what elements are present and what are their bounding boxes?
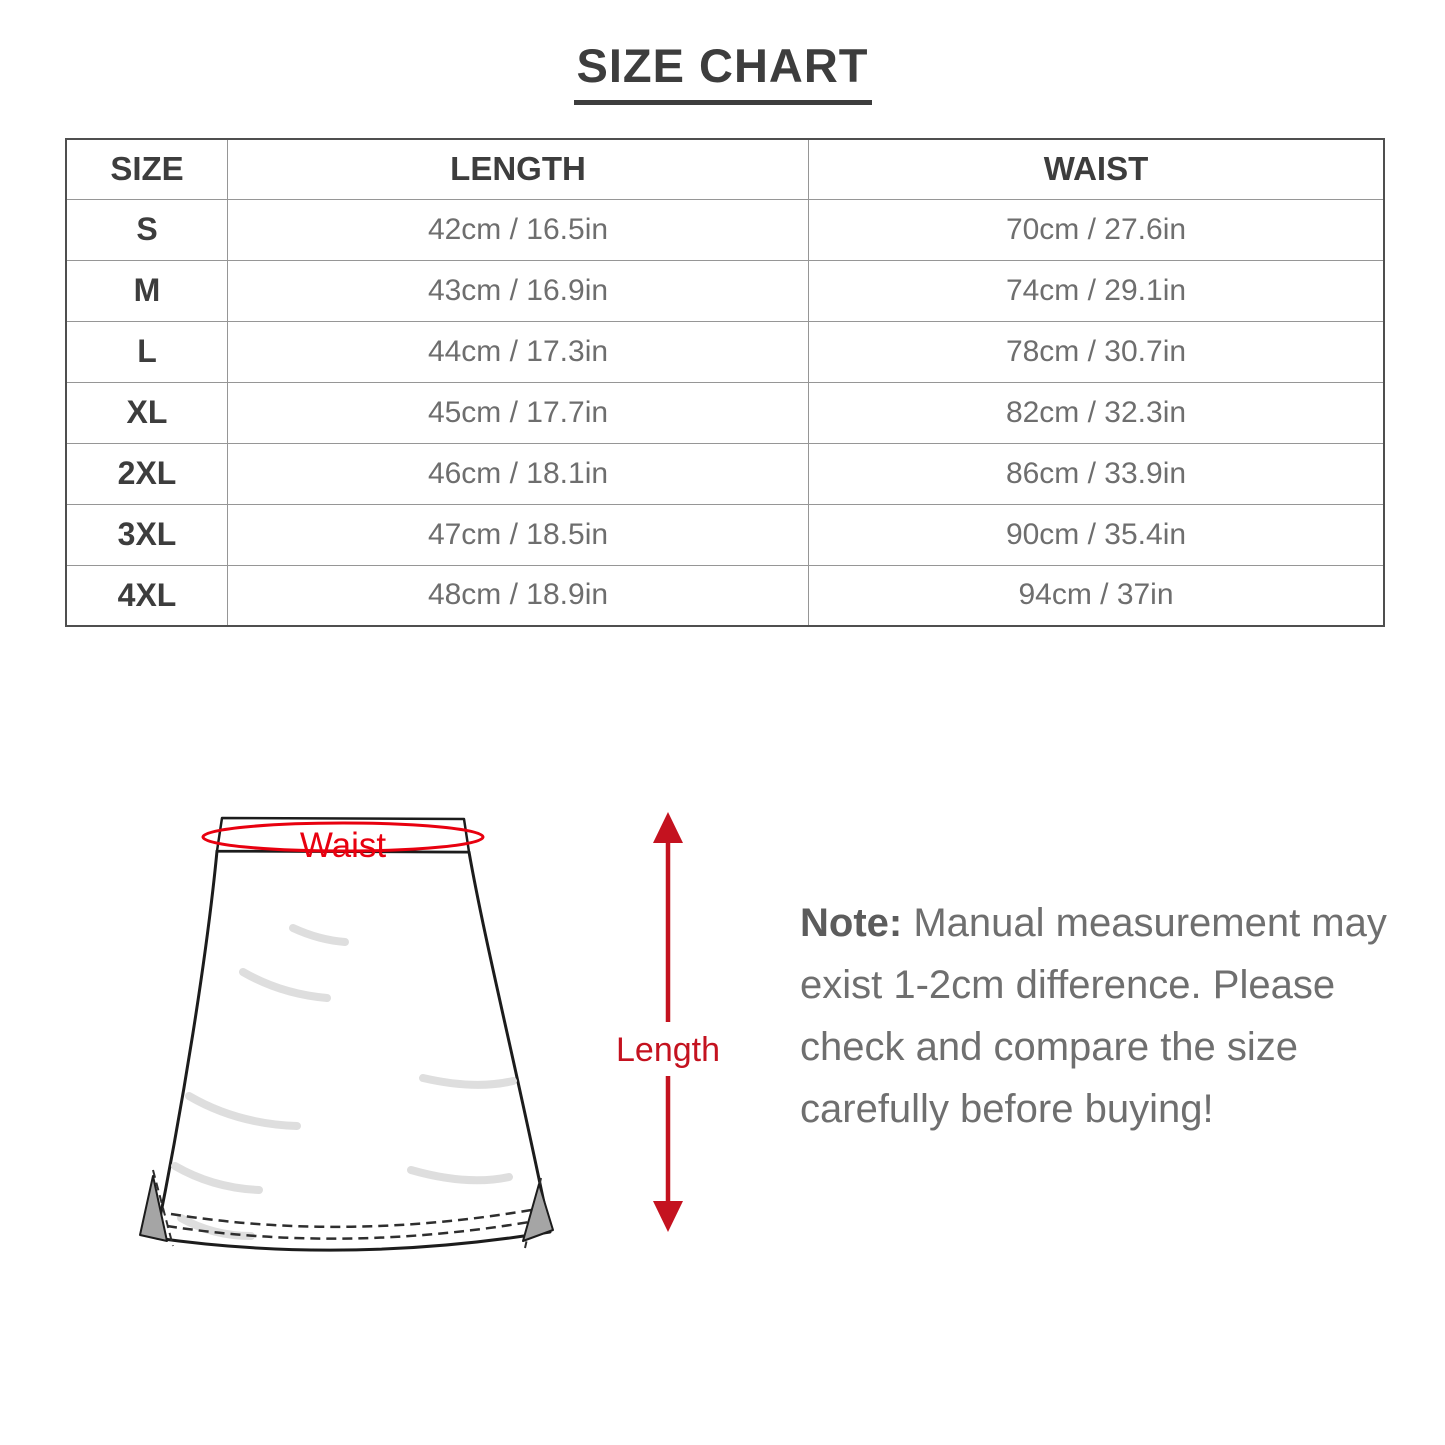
note-line: exist 1-2cm difference. Please: [800, 963, 1336, 1007]
waist-cell: 94cm / 37in: [808, 564, 1385, 627]
size-cell: L: [65, 320, 228, 383]
note-line: check and compare the size: [800, 1025, 1299, 1069]
table-row: 2XL 46cm / 18.1in 86cm / 33.9in: [65, 442, 1385, 505]
length-cell: 47cm / 18.5in: [227, 503, 809, 566]
length-cell: 44cm / 17.3in: [227, 320, 809, 383]
col-header-waist: WAIST: [808, 138, 1385, 200]
length-cell: 48cm / 18.9in: [227, 564, 809, 627]
length-cell: 46cm / 18.1in: [227, 442, 809, 505]
table-row: S 42cm / 16.5in 70cm / 27.6in: [65, 198, 1385, 261]
size-cell: 2XL: [65, 442, 228, 505]
skirt-body-outline: [154, 849, 552, 1252]
table-row: L 44cm / 17.3in 78cm / 30.7in: [65, 320, 1385, 383]
size-cell: S: [65, 198, 228, 261]
size-table-header: SIZE LENGTH WAIST: [65, 138, 1385, 200]
waist-cell: 74cm / 29.1in: [808, 259, 1385, 322]
title-area: SIZE CHART: [0, 0, 1445, 105]
length-label: Length: [616, 1031, 720, 1069]
length-cell: 45cm / 17.7in: [227, 381, 809, 444]
size-cell: XL: [65, 381, 228, 444]
hem-stitching: [166, 1207, 542, 1240]
note-label: Note:: [800, 901, 903, 945]
length-arrow: [653, 812, 683, 1232]
waist-cell: 86cm / 33.9in: [808, 442, 1385, 505]
waist-label: Waist: [300, 826, 386, 865]
col-header-length: LENGTH: [227, 138, 809, 200]
waist-cell: 90cm / 35.4in: [808, 503, 1385, 566]
length-cell: 42cm / 16.5in: [227, 198, 809, 261]
waist-cell: 82cm / 32.3in: [808, 381, 1385, 444]
page-title: SIZE CHART: [573, 38, 872, 105]
note-line: Note: Manual measurement may: [800, 892, 1400, 954]
table-row: M 43cm / 16.9in 74cm / 29.1in: [65, 259, 1385, 322]
slit-corners: [139, 1175, 554, 1242]
size-table-body: S 42cm / 16.5in 70cm / 27.6in M 43cm / 1…: [65, 198, 1385, 627]
col-header-size: SIZE: [65, 138, 228, 200]
waistband: [215, 816, 471, 854]
size-cell: M: [65, 259, 228, 322]
table-row: 3XL 47cm / 18.5in 90cm / 35.4in: [65, 503, 1385, 566]
size-table: SIZE LENGTH WAIST S 42cm / 16.5in 70cm /…: [65, 138, 1385, 627]
note-line-text: Manual measurement may: [902, 901, 1387, 945]
note-text: Note: Manual measurement may exist 1-2cm…: [800, 892, 1400, 1140]
length-cell: 43cm / 16.9in: [227, 259, 809, 322]
waist-measure-ellipse: [201, 821, 485, 853]
table-row: XL 45cm / 17.7in 82cm / 32.3in: [65, 381, 1385, 444]
skirt-measurement-diagram: Waist Length: [139, 812, 720, 1252]
waist-cell: 70cm / 27.6in: [808, 198, 1385, 261]
wrinkle-shading: [171, 924, 517, 1240]
table-row: 4XL 48cm / 18.9in 94cm / 37in: [65, 564, 1385, 627]
size-cell: 3XL: [65, 503, 228, 566]
size-cell: 4XL: [65, 564, 228, 627]
header-row: SIZE LENGTH WAIST: [65, 138, 1385, 200]
note-line: carefully before buying!: [800, 1087, 1214, 1131]
waist-cell: 78cm / 30.7in: [808, 320, 1385, 383]
